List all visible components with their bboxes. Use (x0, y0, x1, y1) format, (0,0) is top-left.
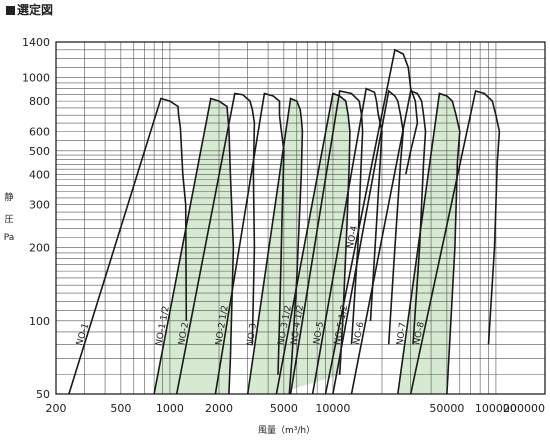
title-square-icon (6, 6, 15, 15)
x-tick-label: 50000 (429, 402, 464, 415)
series-line-4 (246, 97, 304, 395)
series-line-8 (311, 87, 383, 395)
chart-grid (56, 42, 545, 394)
x-tick-label: 500 (110, 402, 131, 415)
y-tick-label: 500 (29, 145, 50, 158)
series-label-11: NO-7 (396, 322, 409, 346)
x-tick-label: 200000 (503, 402, 545, 415)
y-tick-label: 200 (29, 242, 50, 255)
series-line-0 (68, 97, 188, 395)
fan-curves (68, 48, 501, 395)
x-tick-label: 2000 (205, 402, 233, 415)
series-line-11 (397, 92, 461, 395)
y-tick-label: 100 (29, 315, 50, 328)
x-tick-label: 200 (46, 402, 67, 415)
x-tick-label: 100000 (475, 402, 517, 415)
series-fill-1 (154, 98, 234, 394)
series-label-0: NO-1 (75, 322, 91, 347)
page-title-text: 選定図 (17, 3, 54, 17)
y-tick-labels: 50 100 200 300 400 500 600 800 1000 1400 (22, 36, 50, 401)
series-line-1 (153, 97, 235, 395)
y-axis-label-1: 静 (4, 193, 14, 203)
page-title: 選定図 (6, 1, 53, 18)
series-line-5 (275, 92, 351, 395)
y-tick-label: 1000 (22, 72, 50, 85)
series-label-7: NO-4 (346, 225, 360, 250)
y-axis-label-3: Pa (3, 233, 15, 243)
y-tick-label: 600 (29, 126, 50, 139)
series-line-2 (175, 92, 256, 395)
x-axis-label: 風量（m³/h） (258, 426, 316, 436)
series-label-12: NO-8 (412, 321, 427, 346)
y-tick-label: 300 (29, 199, 50, 212)
series-line-12 (409, 89, 501, 395)
series-line-3 (214, 92, 285, 395)
series-labels: NO-1 NO-1 1/2 NO-2 NO-2 1/2 NO-3 NO-3 1/2NO-4… (75, 225, 427, 347)
series-label-8: NO-5 (312, 321, 326, 345)
x-tick-label: 1000 (156, 402, 184, 415)
series-fill-11 (397, 93, 460, 394)
y-tick-label: 1400 (22, 36, 50, 49)
y-tick-label: 50 (36, 388, 50, 401)
y-axis-label-2: 圧 (4, 215, 14, 225)
series-label-10: NO-6 (352, 321, 366, 346)
series-label-2: NO-2 (177, 322, 191, 347)
series-line-10 (350, 89, 427, 395)
series-fill-4 (247, 98, 303, 394)
plot-frame (55, 41, 546, 395)
series-line-7 (324, 48, 419, 395)
series-label-4: NO-3 (246, 323, 259, 347)
x-tick-label: 10000 (315, 402, 350, 415)
series-line-9 (332, 89, 405, 395)
y-tick-label: 400 (29, 168, 50, 181)
y-tick-label: 800 (29, 95, 50, 108)
x-tick-label: 5000 (270, 402, 298, 415)
